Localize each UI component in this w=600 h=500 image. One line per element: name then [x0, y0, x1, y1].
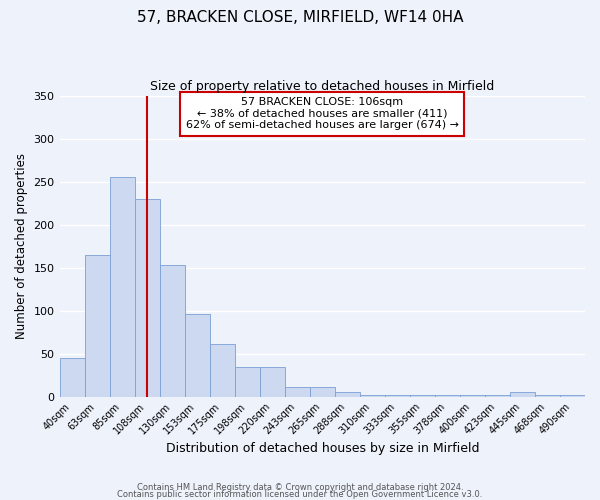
Bar	[485, 395, 510, 396]
Bar	[209, 344, 235, 397]
Bar	[134, 199, 160, 396]
Bar	[85, 254, 110, 396]
Bar	[235, 366, 260, 396]
Bar	[285, 387, 310, 396]
Text: 57 BRACKEN CLOSE: 106sqm
← 38% of detached houses are smaller (411)
62% of semi-: 57 BRACKEN CLOSE: 106sqm ← 38% of detach…	[186, 97, 459, 130]
Bar	[360, 395, 385, 396]
Bar	[435, 395, 460, 396]
Bar	[185, 314, 209, 396]
Bar	[110, 178, 134, 396]
Bar	[310, 387, 335, 396]
Bar	[59, 358, 85, 397]
Bar	[410, 395, 435, 396]
Text: 57, BRACKEN CLOSE, MIRFIELD, WF14 0HA: 57, BRACKEN CLOSE, MIRFIELD, WF14 0HA	[137, 10, 463, 25]
Bar	[510, 392, 535, 396]
Bar	[160, 265, 185, 396]
X-axis label: Distribution of detached houses by size in Mirfield: Distribution of detached houses by size …	[166, 442, 479, 455]
Bar	[260, 366, 285, 396]
Bar	[535, 395, 560, 396]
Y-axis label: Number of detached properties: Number of detached properties	[15, 153, 28, 339]
Title: Size of property relative to detached houses in Mirfield: Size of property relative to detached ho…	[150, 80, 494, 93]
Text: Contains HM Land Registry data © Crown copyright and database right 2024.: Contains HM Land Registry data © Crown c…	[137, 484, 463, 492]
Bar	[560, 395, 585, 396]
Text: Contains public sector information licensed under the Open Government Licence v3: Contains public sector information licen…	[118, 490, 482, 499]
Bar	[460, 395, 485, 396]
Bar	[335, 392, 360, 396]
Bar	[385, 395, 410, 396]
